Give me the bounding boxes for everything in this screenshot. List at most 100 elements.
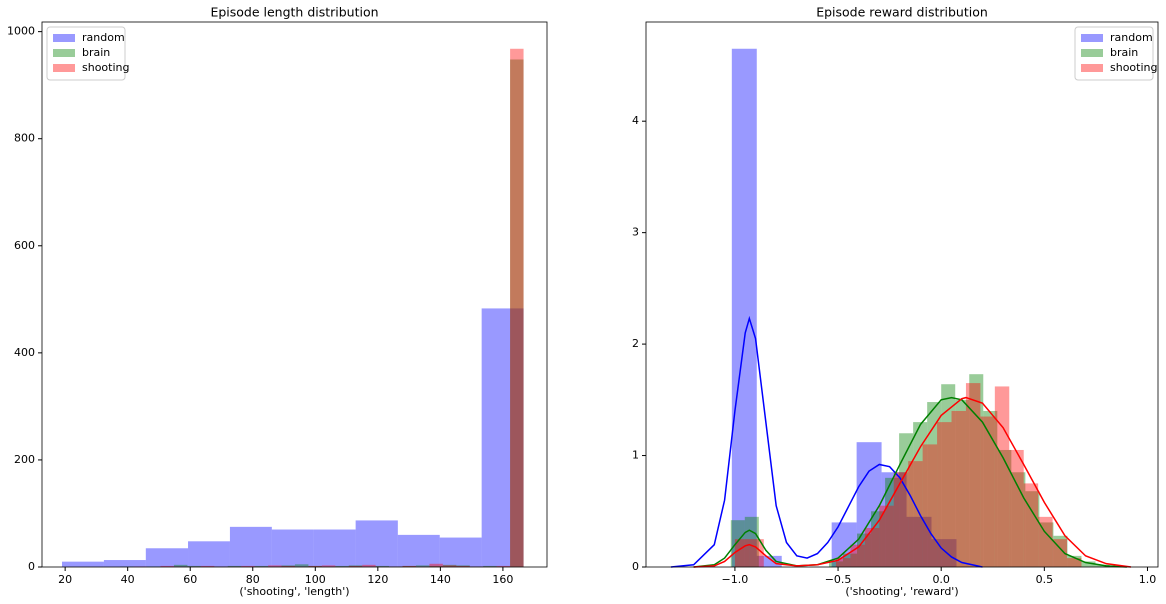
histogram-bar (1067, 555, 1082, 567)
legend-swatch (1081, 64, 1103, 72)
x-axis-label: ('shooting', 'length') (239, 585, 349, 598)
histogram-bar (200, 565, 215, 567)
kde-line (693, 396, 1132, 568)
axes-frame (41, 21, 548, 568)
y-tick-label: 400 (14, 346, 35, 359)
histogram-bar (997, 449, 1012, 567)
histogram-bar (913, 422, 928, 567)
x-tick-label: 40 (121, 573, 135, 586)
histogram-bar (439, 537, 482, 567)
histogram-bar (348, 565, 363, 567)
y-tick-label: 4 (632, 114, 639, 127)
histogram-bar (906, 516, 932, 567)
histogram-bar (510, 59, 524, 568)
histogram-bar (483, 565, 497, 567)
histogram-bar (731, 48, 757, 567)
histogram-bar (241, 565, 255, 567)
histogram-bar (415, 565, 430, 567)
chart-title: Episode reward distribution (816, 5, 988, 20)
chart: −1.0 −0.5 0.0 0.5 1.0 0 1 2 3 4 Episode reward dis… (632, 5, 1159, 598)
y-tick-label: 600 (14, 239, 35, 252)
histogram-bar (375, 565, 390, 567)
y-tick-label: 1 (632, 449, 639, 462)
histogram-bar (835, 558, 851, 567)
histogram-bar (843, 553, 858, 567)
chart-title: Episode length distribution (210, 5, 378, 20)
y-tick-label: 3 (632, 226, 639, 239)
histogram-bar (1052, 539, 1068, 567)
histogram-bar (994, 386, 1010, 567)
histogram-bar (62, 561, 104, 567)
histogram-bar (885, 477, 900, 567)
x-tick-label: 80 (246, 573, 260, 586)
histogram-bar (951, 410, 966, 567)
x-tick-label: 100 (305, 573, 326, 586)
histogram-bar (103, 560, 146, 567)
histogram-bar (1038, 516, 1053, 567)
histogram-bar (937, 422, 952, 567)
legend-label: brain (82, 46, 110, 59)
histogram-bar (1011, 472, 1026, 567)
histogram-bar (294, 564, 309, 567)
histogram-bar (496, 565, 511, 567)
x-tick-label: 160 (492, 573, 513, 586)
histogram-bar (442, 565, 457, 567)
histogram-bar (730, 520, 745, 567)
histogram-bar (335, 565, 349, 567)
histogram-bar (1067, 558, 1082, 567)
histogram-bar (1023, 483, 1039, 567)
histogram-bar (1009, 449, 1024, 567)
y-tick-label: 0 (28, 560, 35, 573)
legend-label: shooting (82, 61, 130, 74)
x-tick-label: 140 (430, 573, 451, 586)
legend-label: random (82, 31, 125, 44)
histogram-bar (442, 564, 457, 567)
x-tick-label: 1.0 (1139, 573, 1157, 586)
y-tick-label: 2 (632, 337, 639, 350)
histogram-bar (1053, 535, 1068, 567)
histogram-bar (281, 565, 295, 567)
histogram-bar (229, 526, 272, 567)
legend-frame (1074, 26, 1154, 81)
histogram-bar (965, 383, 981, 567)
histogram-bar (355, 520, 398, 567)
y-tick-label: 200 (14, 453, 35, 466)
y-tick-label: 800 (14, 132, 35, 145)
histogram-bar (756, 555, 782, 567)
legend-swatch (1081, 34, 1103, 42)
histogram-bar (1081, 561, 1096, 567)
histogram-bar (188, 541, 230, 567)
histogram-bar (321, 565, 336, 567)
histogram-bar (429, 563, 443, 567)
histogram-bar (313, 529, 356, 567)
x-tick-label: −1.0 (722, 573, 749, 586)
histogram-bar (893, 472, 909, 567)
histogram-bar (941, 384, 956, 567)
histogram-bar (348, 565, 363, 567)
legend: random brain shooting (1074, 26, 1158, 81)
histogram-bar (881, 472, 907, 567)
legend-swatch (53, 34, 75, 42)
histogram-bar (922, 444, 938, 567)
histogram-bar (402, 565, 416, 567)
histogram-bar (744, 516, 759, 567)
histogram-bar (456, 565, 470, 567)
legend-label: brain (1110, 46, 1138, 59)
histogram-bar (254, 565, 269, 567)
kde-line (670, 315, 983, 568)
x-tick-label: 60 (183, 573, 197, 586)
histogram-bar (927, 402, 942, 567)
histogram-bar (402, 565, 416, 567)
histogram-bar (857, 533, 872, 567)
histogram-bar (187, 565, 201, 567)
histogram-bar (227, 565, 242, 567)
histogram-bar (955, 399, 970, 567)
histogram-bar (160, 565, 174, 567)
x-tick-label: 20 (58, 573, 72, 586)
histogram-bar (510, 48, 524, 567)
histogram-bar (864, 527, 880, 567)
histogram-bar (268, 565, 282, 567)
histogram-bar (308, 565, 322, 567)
histogram-bar (481, 308, 524, 567)
